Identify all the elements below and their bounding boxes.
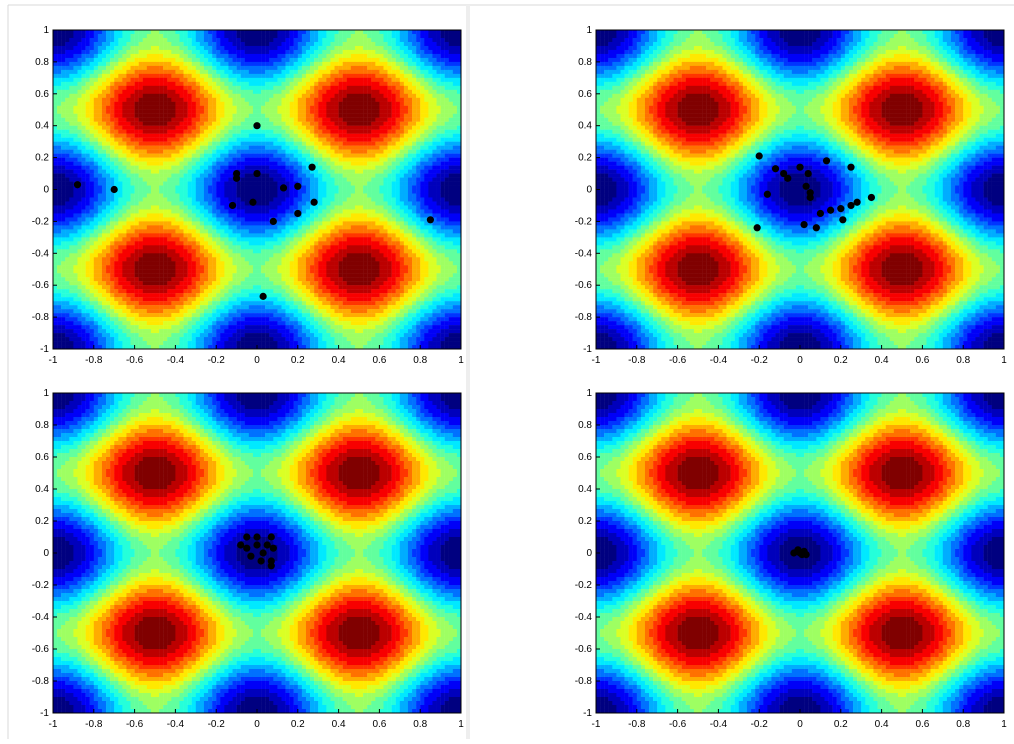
figure: -1-0.8-0.6-0.4-0.200.20.40.60.81-1-0.8-0… (0, 0, 1014, 739)
